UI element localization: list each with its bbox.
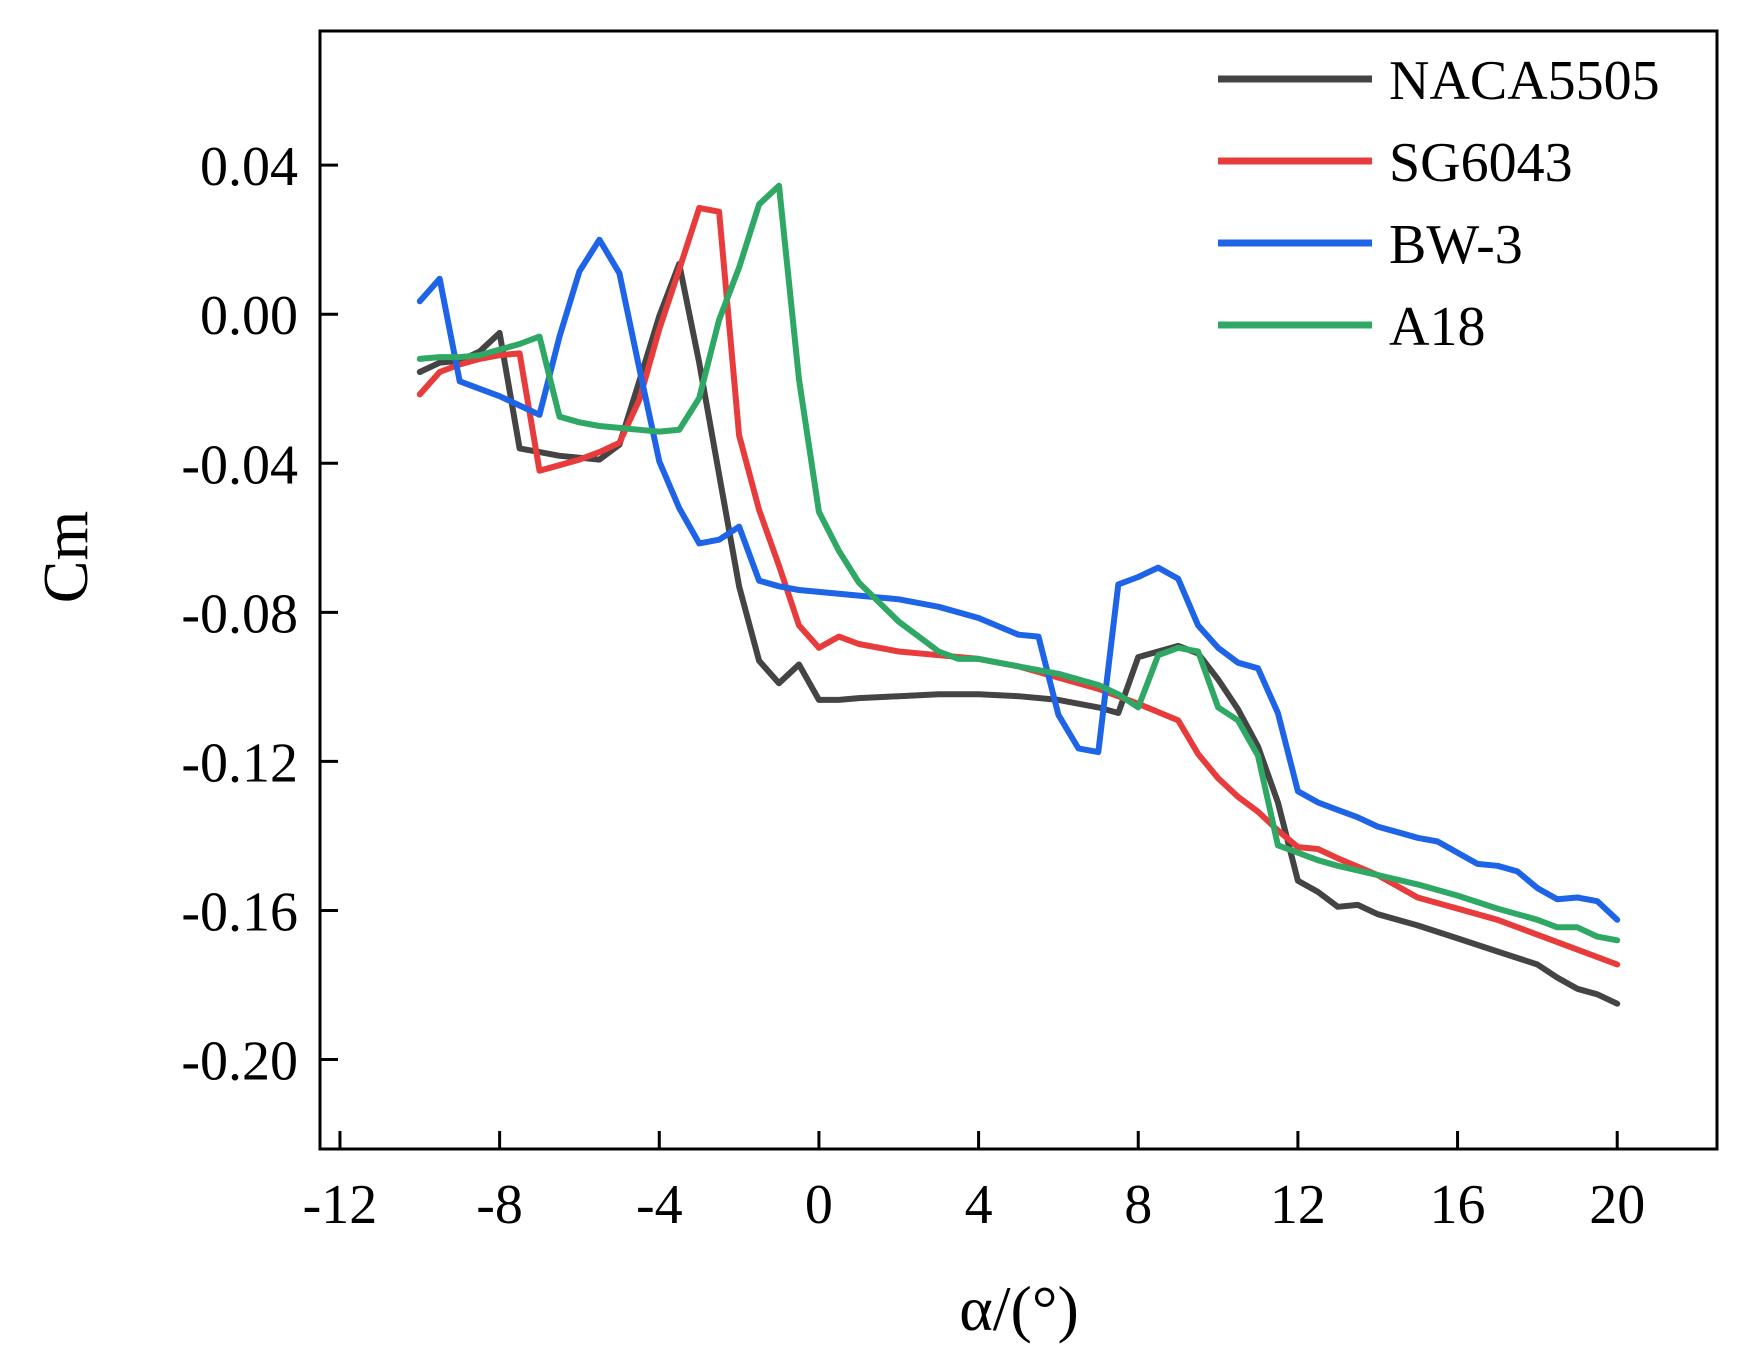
x-tick-label: 16 bbox=[1430, 1174, 1486, 1236]
y-tick-label: -0.16 bbox=[181, 881, 298, 943]
y-tick-label: -0.20 bbox=[181, 1031, 298, 1093]
legend-label-naca5505: NACA5505 bbox=[1389, 50, 1660, 112]
series-layer bbox=[416, 182, 1621, 1007]
y-tick-label: 0.00 bbox=[200, 285, 298, 347]
axes: -12 -8 -4 0 4 8 12 16 20 0.04 0.00 -0.04 -0.08 -0.12 -… bbox=[181, 29, 1719, 1236]
legend-label-bw-3: BW-3 bbox=[1389, 214, 1523, 276]
series-line-bw-3 bbox=[416, 236, 1621, 923]
plot-frame bbox=[318, 29, 1719, 1151]
x-axis-title: α/(°) bbox=[959, 1273, 1079, 1344]
y-tick-label: -0.04 bbox=[181, 434, 298, 496]
x-tick-label: -12 bbox=[303, 1174, 378, 1236]
y-axis-title: Cm bbox=[30, 511, 101, 603]
x-tick-label: -4 bbox=[636, 1174, 683, 1236]
series-line-a18 bbox=[416, 182, 1621, 944]
x-tick-label: 8 bbox=[1124, 1174, 1152, 1236]
y-tick-label: -0.08 bbox=[181, 583, 298, 645]
x-tick-label: 20 bbox=[1589, 1174, 1645, 1236]
x-tick-label: 12 bbox=[1270, 1174, 1326, 1236]
x-tick-label: 4 bbox=[965, 1174, 993, 1236]
x-tick-label: -8 bbox=[476, 1174, 523, 1236]
x-tick-label: 0 bbox=[805, 1174, 833, 1236]
legend: NACA5505 SG6043 BW-3 A18 bbox=[1218, 50, 1660, 358]
series-line-sg6043 bbox=[416, 205, 1621, 968]
y-tick-label: -0.12 bbox=[181, 732, 298, 794]
legend-label-sg6043: SG6043 bbox=[1389, 132, 1573, 194]
legend-label-a18: A18 bbox=[1389, 296, 1485, 358]
y-tick-label: 0.04 bbox=[200, 136, 298, 198]
